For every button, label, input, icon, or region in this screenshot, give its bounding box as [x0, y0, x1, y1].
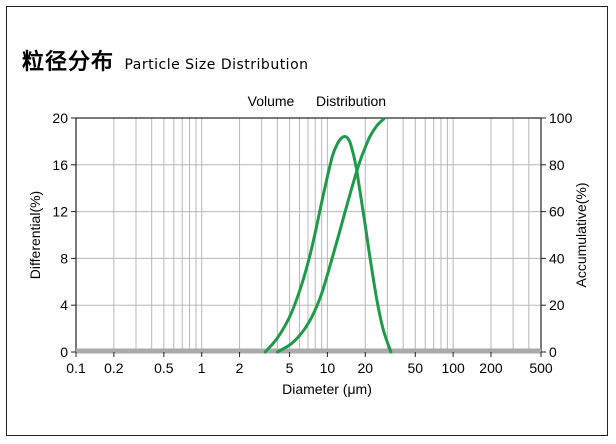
- x-tick-label: 200: [479, 360, 503, 376]
- y-right-tick-label: 100: [549, 110, 573, 126]
- y-axis-label-left: Differential(%): [27, 191, 43, 279]
- x-tick-label: 100: [441, 360, 465, 376]
- y-right-tick-label: 20: [549, 297, 565, 313]
- y-left-tick-label: 12: [52, 204, 68, 220]
- plot-border: [75, 117, 542, 353]
- chart-frame: [6, 6, 608, 436]
- y-left-tick-label: 20: [52, 110, 68, 126]
- y-left-tick-label: 4: [60, 297, 68, 313]
- accumulative-curve: [275, 117, 386, 354]
- y-right-tick-label: 80: [549, 157, 565, 173]
- y-axis-label-right: Accumulative(%): [573, 182, 589, 287]
- x-tick-label: 2: [236, 360, 244, 376]
- title-chinese: 粒径分布: [22, 50, 115, 75]
- x-axis-label: Diameter (μm): [282, 381, 372, 397]
- x-tick-label: 20: [357, 360, 373, 376]
- y-left-tick-label: 8: [60, 250, 68, 266]
- differential-curve: [263, 134, 393, 354]
- y-right-tick-label: 60: [549, 204, 565, 220]
- title-english: Particle Size Distribution: [124, 57, 309, 73]
- x-tick-label: 10: [320, 360, 336, 376]
- chart-header: 粒径分布 Particle Size Distribution: [22, 44, 309, 76]
- x-tick-label: 5: [286, 360, 294, 376]
- y-right-tick-label: 0: [549, 344, 557, 360]
- data-series: [263, 117, 393, 354]
- grid-lines: [76, 118, 541, 352]
- y-left-tick-label: 16: [52, 157, 68, 173]
- x-tick-label: 50: [408, 360, 424, 376]
- y-right-tick-label: 40: [549, 250, 565, 266]
- x-tick-label: 1: [198, 360, 206, 376]
- x-tick-label: 500: [529, 360, 553, 376]
- x-tick-label: 0.2: [104, 360, 124, 376]
- x-tick-label: 0.5: [154, 360, 174, 376]
- x-tick-label: 0.1: [66, 360, 86, 376]
- chart-title-volume: Volume: [248, 93, 295, 109]
- chart-title-distribution: Distribution: [316, 93, 386, 109]
- y-left-tick-label: 0: [60, 344, 68, 360]
